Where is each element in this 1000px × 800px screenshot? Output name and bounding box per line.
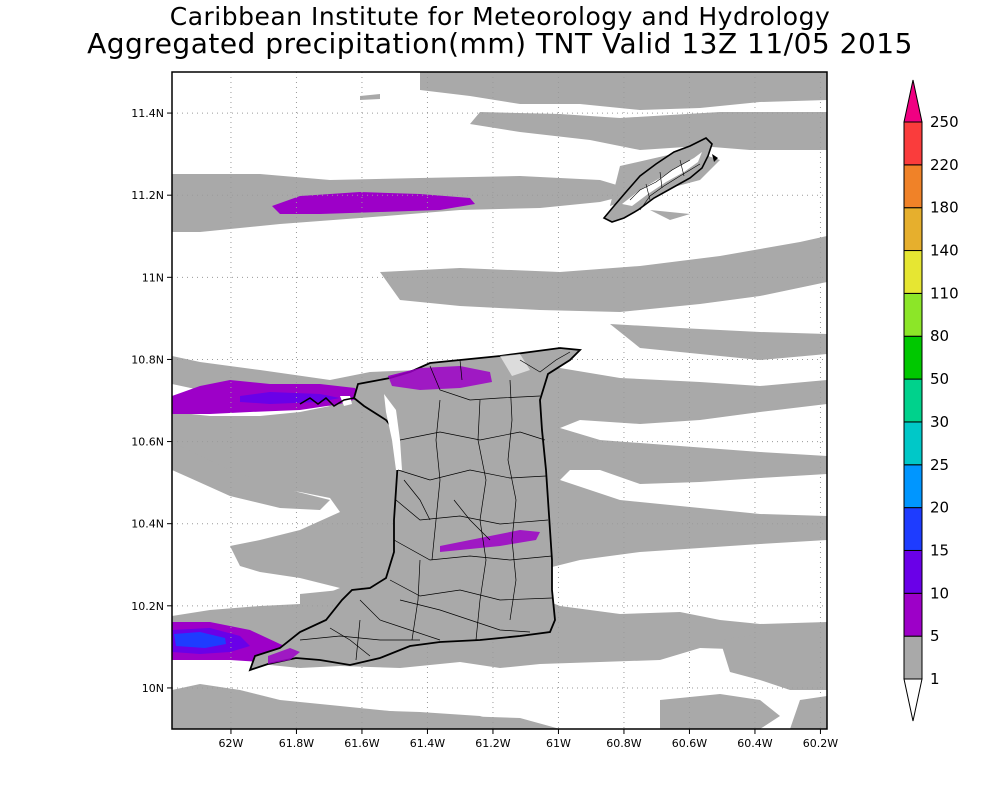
colorbar-label: 5: [930, 627, 940, 645]
chart-title-product: Aggregated precipitation(mm) TNT Valid 1…: [87, 27, 913, 60]
colorbar-box: [903, 421, 923, 466]
map-area: [172, 72, 827, 729]
precip-band-15-20mm: [174, 632, 226, 648]
colorbar-box: [903, 549, 923, 594]
colorbar-label: 180: [930, 199, 959, 217]
colorbar-box: [903, 592, 923, 637]
colorbar-box: [903, 635, 923, 680]
colorbar-label: 140: [930, 242, 959, 260]
chart-title-institute: Caribbean Institute for Meteorology and …: [169, 2, 831, 31]
colorbar-box: [903, 207, 923, 252]
colorbar-label: 80: [930, 327, 949, 345]
colorbar-bottom-triangle: [903, 678, 923, 722]
lat-tick-label: 11N: [142, 271, 164, 284]
lat-tick-label: 11.2N: [131, 189, 164, 202]
lon-tick-label: 61.6W: [344, 737, 379, 750]
colorbar-box: [903, 164, 923, 209]
latitude-axis: 10N 10.2N 10.4N 10.6N 10.8N 11N 11.2N 11.4N: [131, 107, 172, 695]
colorbar-label: 250: [930, 113, 959, 131]
lat-tick-label: 10.8N: [131, 353, 164, 366]
colorbar-label: 1: [930, 670, 940, 688]
lat-tick-label: 11.4N: [131, 107, 164, 120]
tobago-island: [602, 137, 718, 223]
lon-tick-label: 61W: [546, 737, 571, 750]
lon-tick-label: 61.2W: [475, 737, 510, 750]
colorbar-label: 30: [930, 413, 949, 431]
lon-tick-label: 61.8W: [279, 737, 314, 750]
map-grid: [172, 72, 827, 729]
lon-tick-label: 60.8W: [606, 737, 641, 750]
lat-tick-label: 10N: [142, 682, 164, 695]
colorbar-top-triangle: [903, 79, 923, 123]
colorbar-box: [903, 121, 923, 166]
colorbar-box: [903, 378, 923, 423]
trinidad-island: [248, 347, 582, 672]
colorbar-box: [903, 507, 923, 551]
colorbar-label: 220: [930, 156, 959, 174]
lat-tick-label: 10.6N: [131, 436, 164, 449]
longitude-axis: 62W 61.8W 61.6W 61.4W 61.2W 61W 60.8W 60.6W 60.4…: [219, 729, 838, 750]
colorbar-label: 15: [930, 541, 949, 559]
lon-tick-label: 61.4W: [410, 737, 445, 750]
lon-tick-label: 62W: [219, 737, 244, 750]
colorbar-box: [903, 464, 923, 509]
lat-tick-label: 10.2N: [131, 600, 164, 613]
lon-tick-label: 60.2W: [803, 737, 838, 750]
colorbar-box: [903, 335, 923, 380]
lat-tick-label: 10.4N: [131, 518, 164, 531]
colorbar-box: [903, 250, 923, 294]
colorbar-box: [903, 292, 923, 337]
colorbar-label: 20: [930, 499, 949, 517]
colorbar-label: 25: [930, 456, 949, 474]
lon-tick-label: 60.4W: [737, 737, 772, 750]
colorbar-label: 50: [930, 370, 949, 388]
colorbar-label: 110: [930, 284, 959, 302]
lon-tick-label: 60.6W: [672, 737, 707, 750]
colorbar-label: 10: [930, 584, 949, 602]
map-frame: [171, 71, 828, 730]
